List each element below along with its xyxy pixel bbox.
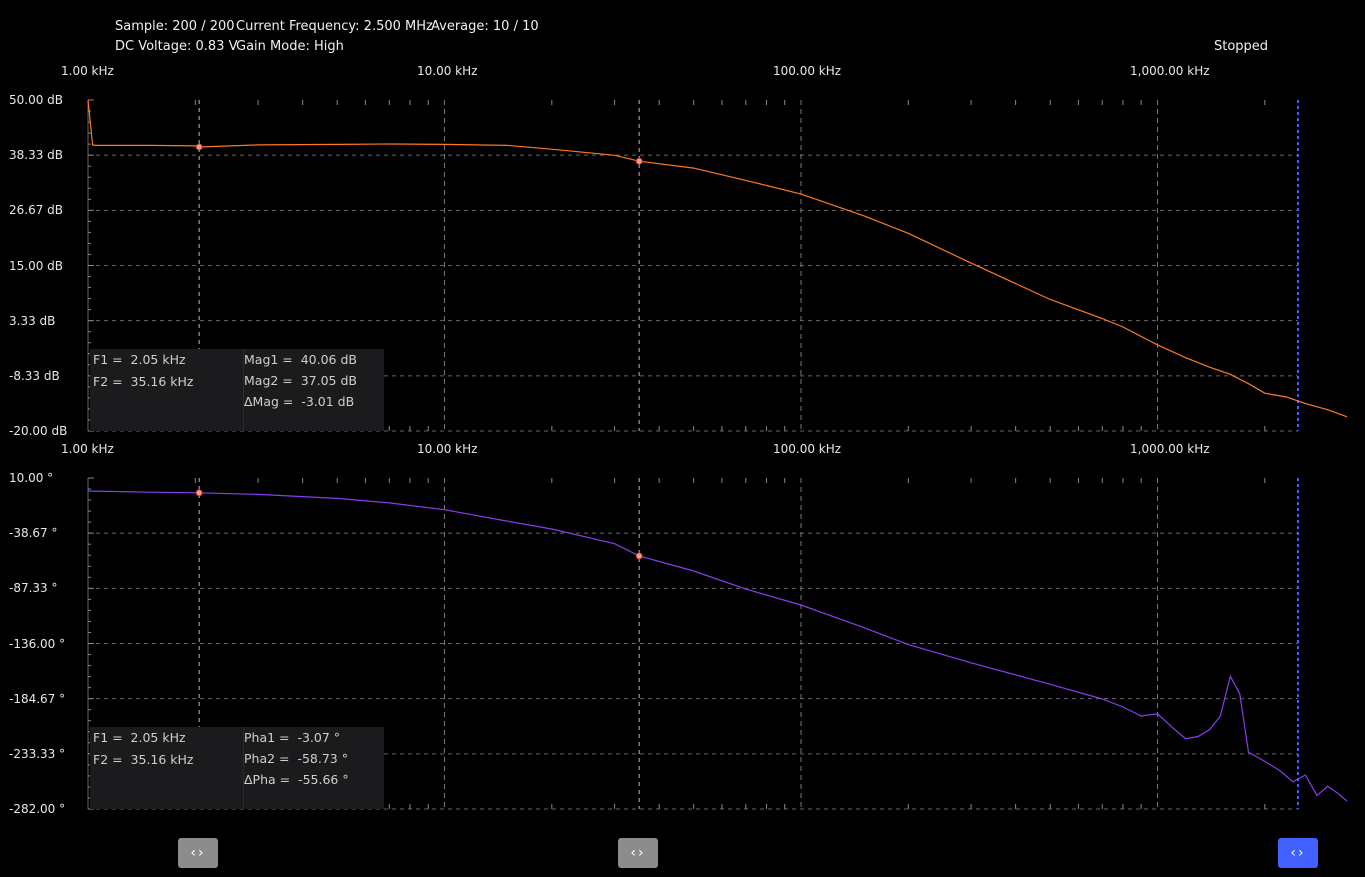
readout-f2: F2 = 35.16 kHz bbox=[93, 752, 194, 767]
phase-y-tick-label: -87.33 ° bbox=[9, 581, 58, 595]
readout-delta-pha: ΔPha = -55.66 ° bbox=[244, 772, 349, 787]
readout-mag2: Mag2 = 37.05 dB bbox=[244, 373, 357, 388]
mag-x-tick-label: 100.00 kHz bbox=[773, 64, 842, 78]
status-gain-mode: Gain Mode: High bbox=[236, 39, 344, 54]
mag-y-tick-label: 3.33 dB bbox=[9, 314, 56, 328]
mag-y-tick-label: 26.67 dB bbox=[9, 203, 64, 217]
cursor-2-handle[interactable]: ‹› bbox=[618, 838, 658, 868]
mag-y-tick-label: -20.00 dB bbox=[9, 424, 68, 438]
status-average: Average: 10 / 10 bbox=[431, 19, 539, 34]
phase-x-tick-label: 1,000.00 kHz bbox=[1130, 442, 1210, 456]
magnitude-plot[interactable] bbox=[0, 95, 1365, 435]
phase-y-tick-label: -184.67 ° bbox=[9, 692, 66, 706]
chevron-left-right-icon: ‹› bbox=[1290, 845, 1306, 861]
mag-y-tick-label: 38.33 dB bbox=[9, 148, 64, 162]
mag-y-tick-label: -8.33 dB bbox=[9, 369, 60, 383]
phase-cursor-1-marker bbox=[195, 489, 203, 497]
phase-y-tick-label: -136.00 ° bbox=[9, 637, 66, 651]
phase-y-tick-label: -282.00 ° bbox=[9, 802, 66, 816]
mag-x-tick-label: 1,000.00 kHz bbox=[1130, 64, 1210, 78]
phase-y-tick-label: -233.33 ° bbox=[9, 747, 66, 761]
phase-y-tick-label: 10.00 ° bbox=[9, 471, 54, 485]
phase-cursor-2-marker bbox=[635, 552, 643, 560]
mag-y-tick-label: 15.00 dB bbox=[9, 259, 64, 273]
mag-x-tick-label: 1.00 kHz bbox=[61, 64, 114, 78]
phase-x-tick-label: 10.00 kHz bbox=[417, 442, 478, 456]
readout-divider bbox=[243, 349, 244, 431]
status-sample: Sample: 200 / 200 bbox=[115, 19, 235, 34]
readout-mag1: Mag1 = 40.06 dB bbox=[244, 352, 357, 367]
chevron-left-right-icon: ‹› bbox=[190, 845, 206, 861]
mag-x-tick-label: 10.00 kHz bbox=[417, 64, 478, 78]
readout-pha2: Pha2 = -58.73 ° bbox=[244, 751, 348, 766]
readout-f1: F1 = 2.05 kHz bbox=[93, 352, 186, 367]
phase-y-tick-label: -38.67 ° bbox=[9, 526, 58, 540]
phase-series-line bbox=[87, 490, 1348, 802]
phase-x-tick-label: 100.00 kHz bbox=[773, 442, 842, 456]
status-current-frequency: Current Frequency: 2.500 MHz bbox=[236, 19, 433, 34]
magnitude-cursor-1-marker bbox=[195, 143, 203, 151]
chevron-left-right-icon: ‹› bbox=[630, 845, 646, 861]
readout-f1: F1 = 2.05 kHz bbox=[93, 730, 186, 745]
status-dc-voltage: DC Voltage: 0.83 V bbox=[115, 39, 238, 54]
magnitude-cursor-2-marker bbox=[635, 157, 643, 165]
phase-x-tick-label: 1.00 kHz bbox=[61, 442, 114, 456]
phase-readout: F1 = 2.05 kHz F2 = 35.16 kHz Pha1 = -3.0… bbox=[90, 727, 384, 809]
magnitude-readout: F1 = 2.05 kHz F2 = 35.16 kHz Mag1 = 40.0… bbox=[90, 349, 384, 431]
readout-f2: F2 = 35.16 kHz bbox=[93, 374, 194, 389]
readout-delta-mag: ΔMag = -3.01 dB bbox=[244, 394, 355, 409]
readout-pha1: Pha1 = -3.07 ° bbox=[244, 730, 341, 745]
readout-divider bbox=[243, 727, 244, 809]
end-cursor-handle[interactable]: ‹› bbox=[1278, 838, 1318, 868]
cursor-1-handle[interactable]: ‹› bbox=[178, 838, 218, 868]
status-state: Stopped bbox=[1214, 39, 1269, 54]
mag-y-tick-label: 50.00 dB bbox=[9, 93, 64, 107]
